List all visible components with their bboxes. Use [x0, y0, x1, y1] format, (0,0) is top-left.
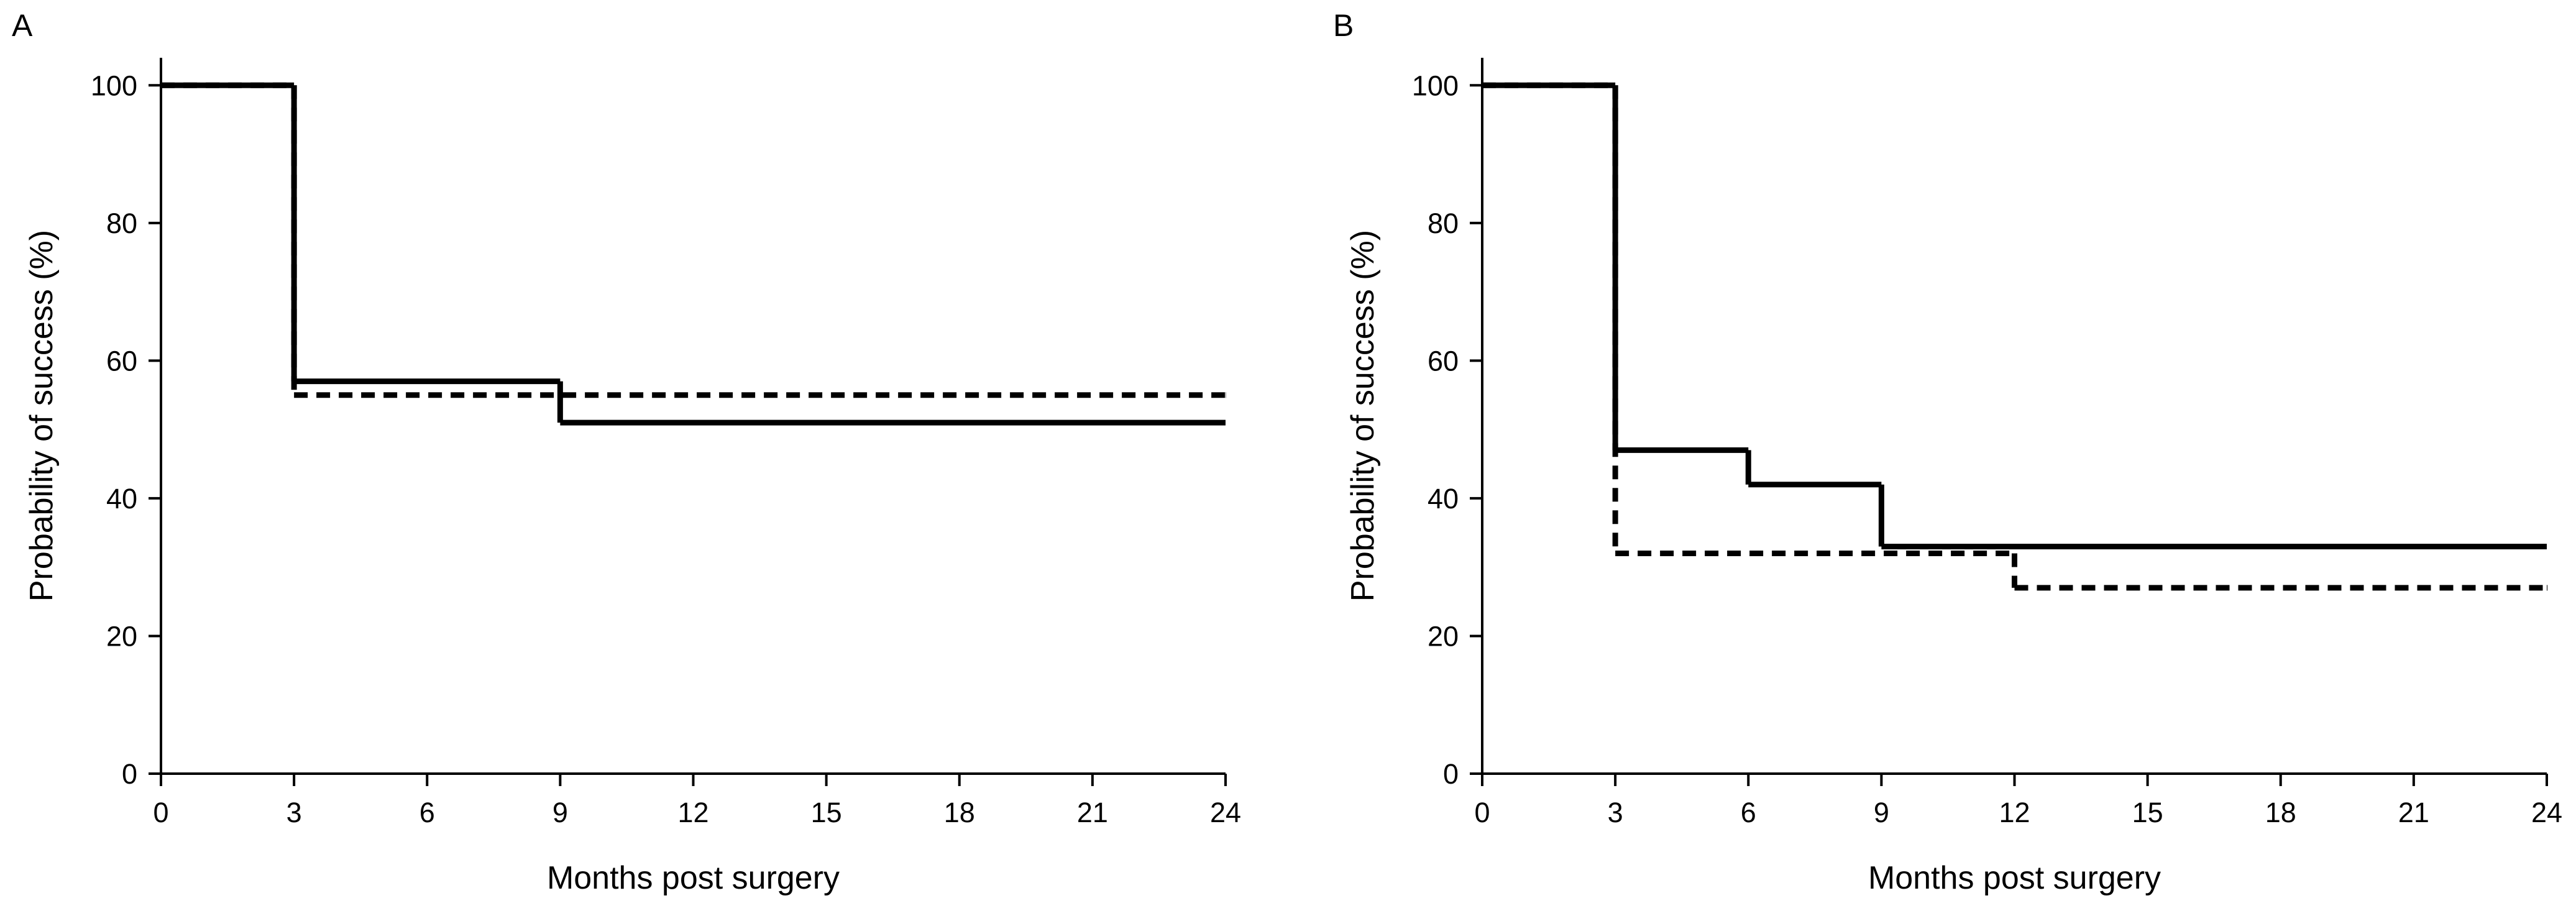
x-tick-label: 3: [286, 797, 302, 828]
y-tick-label: 100: [1412, 70, 1459, 101]
x-tick-label: 12: [677, 797, 708, 828]
y-axis-label: Probability of success (%): [24, 230, 60, 602]
x-tick-label: 15: [811, 797, 842, 828]
x-axis-label: Months post surgery: [1868, 860, 2161, 896]
y-tick-label: 80: [106, 208, 137, 239]
x-tick-label: 18: [2265, 797, 2296, 828]
y-tick-label: 100: [91, 70, 137, 101]
x-tick-label: 18: [944, 797, 975, 828]
x-tick-label: 6: [1741, 797, 1756, 828]
x-tick-label: 21: [1077, 797, 1108, 828]
x-tick-label: 9: [1874, 797, 1889, 828]
x-tick-label: 21: [2398, 797, 2429, 828]
y-tick-label: 40: [1428, 483, 1459, 515]
y-tick-label: 0: [1443, 758, 1459, 790]
x-axis-label: Months post surgery: [547, 860, 840, 896]
y-tick-label: 60: [106, 345, 137, 377]
y-tick-label: 20: [1428, 620, 1459, 652]
x-tick-label: 0: [153, 797, 168, 828]
x-tick-label: 3: [1608, 797, 1623, 828]
y-tick-label: 80: [1428, 208, 1459, 239]
x-tick-label: 9: [552, 797, 568, 828]
y-axis-label: Probability of success (%): [1345, 230, 1381, 602]
x-tick-label: 24: [2531, 797, 2562, 828]
y-tick-label: 20: [106, 620, 137, 652]
y-tick-label: 0: [122, 758, 137, 790]
panel-label: A: [12, 8, 33, 43]
x-tick-label: 0: [1474, 797, 1490, 828]
y-tick-label: 40: [106, 483, 137, 515]
x-tick-label: 15: [2132, 797, 2163, 828]
x-tick-label: 24: [1210, 797, 1241, 828]
x-tick-label: 6: [419, 797, 435, 828]
x-tick-label: 12: [1999, 797, 2030, 828]
panel-label: B: [1333, 8, 1354, 43]
y-tick-label: 60: [1428, 345, 1459, 377]
